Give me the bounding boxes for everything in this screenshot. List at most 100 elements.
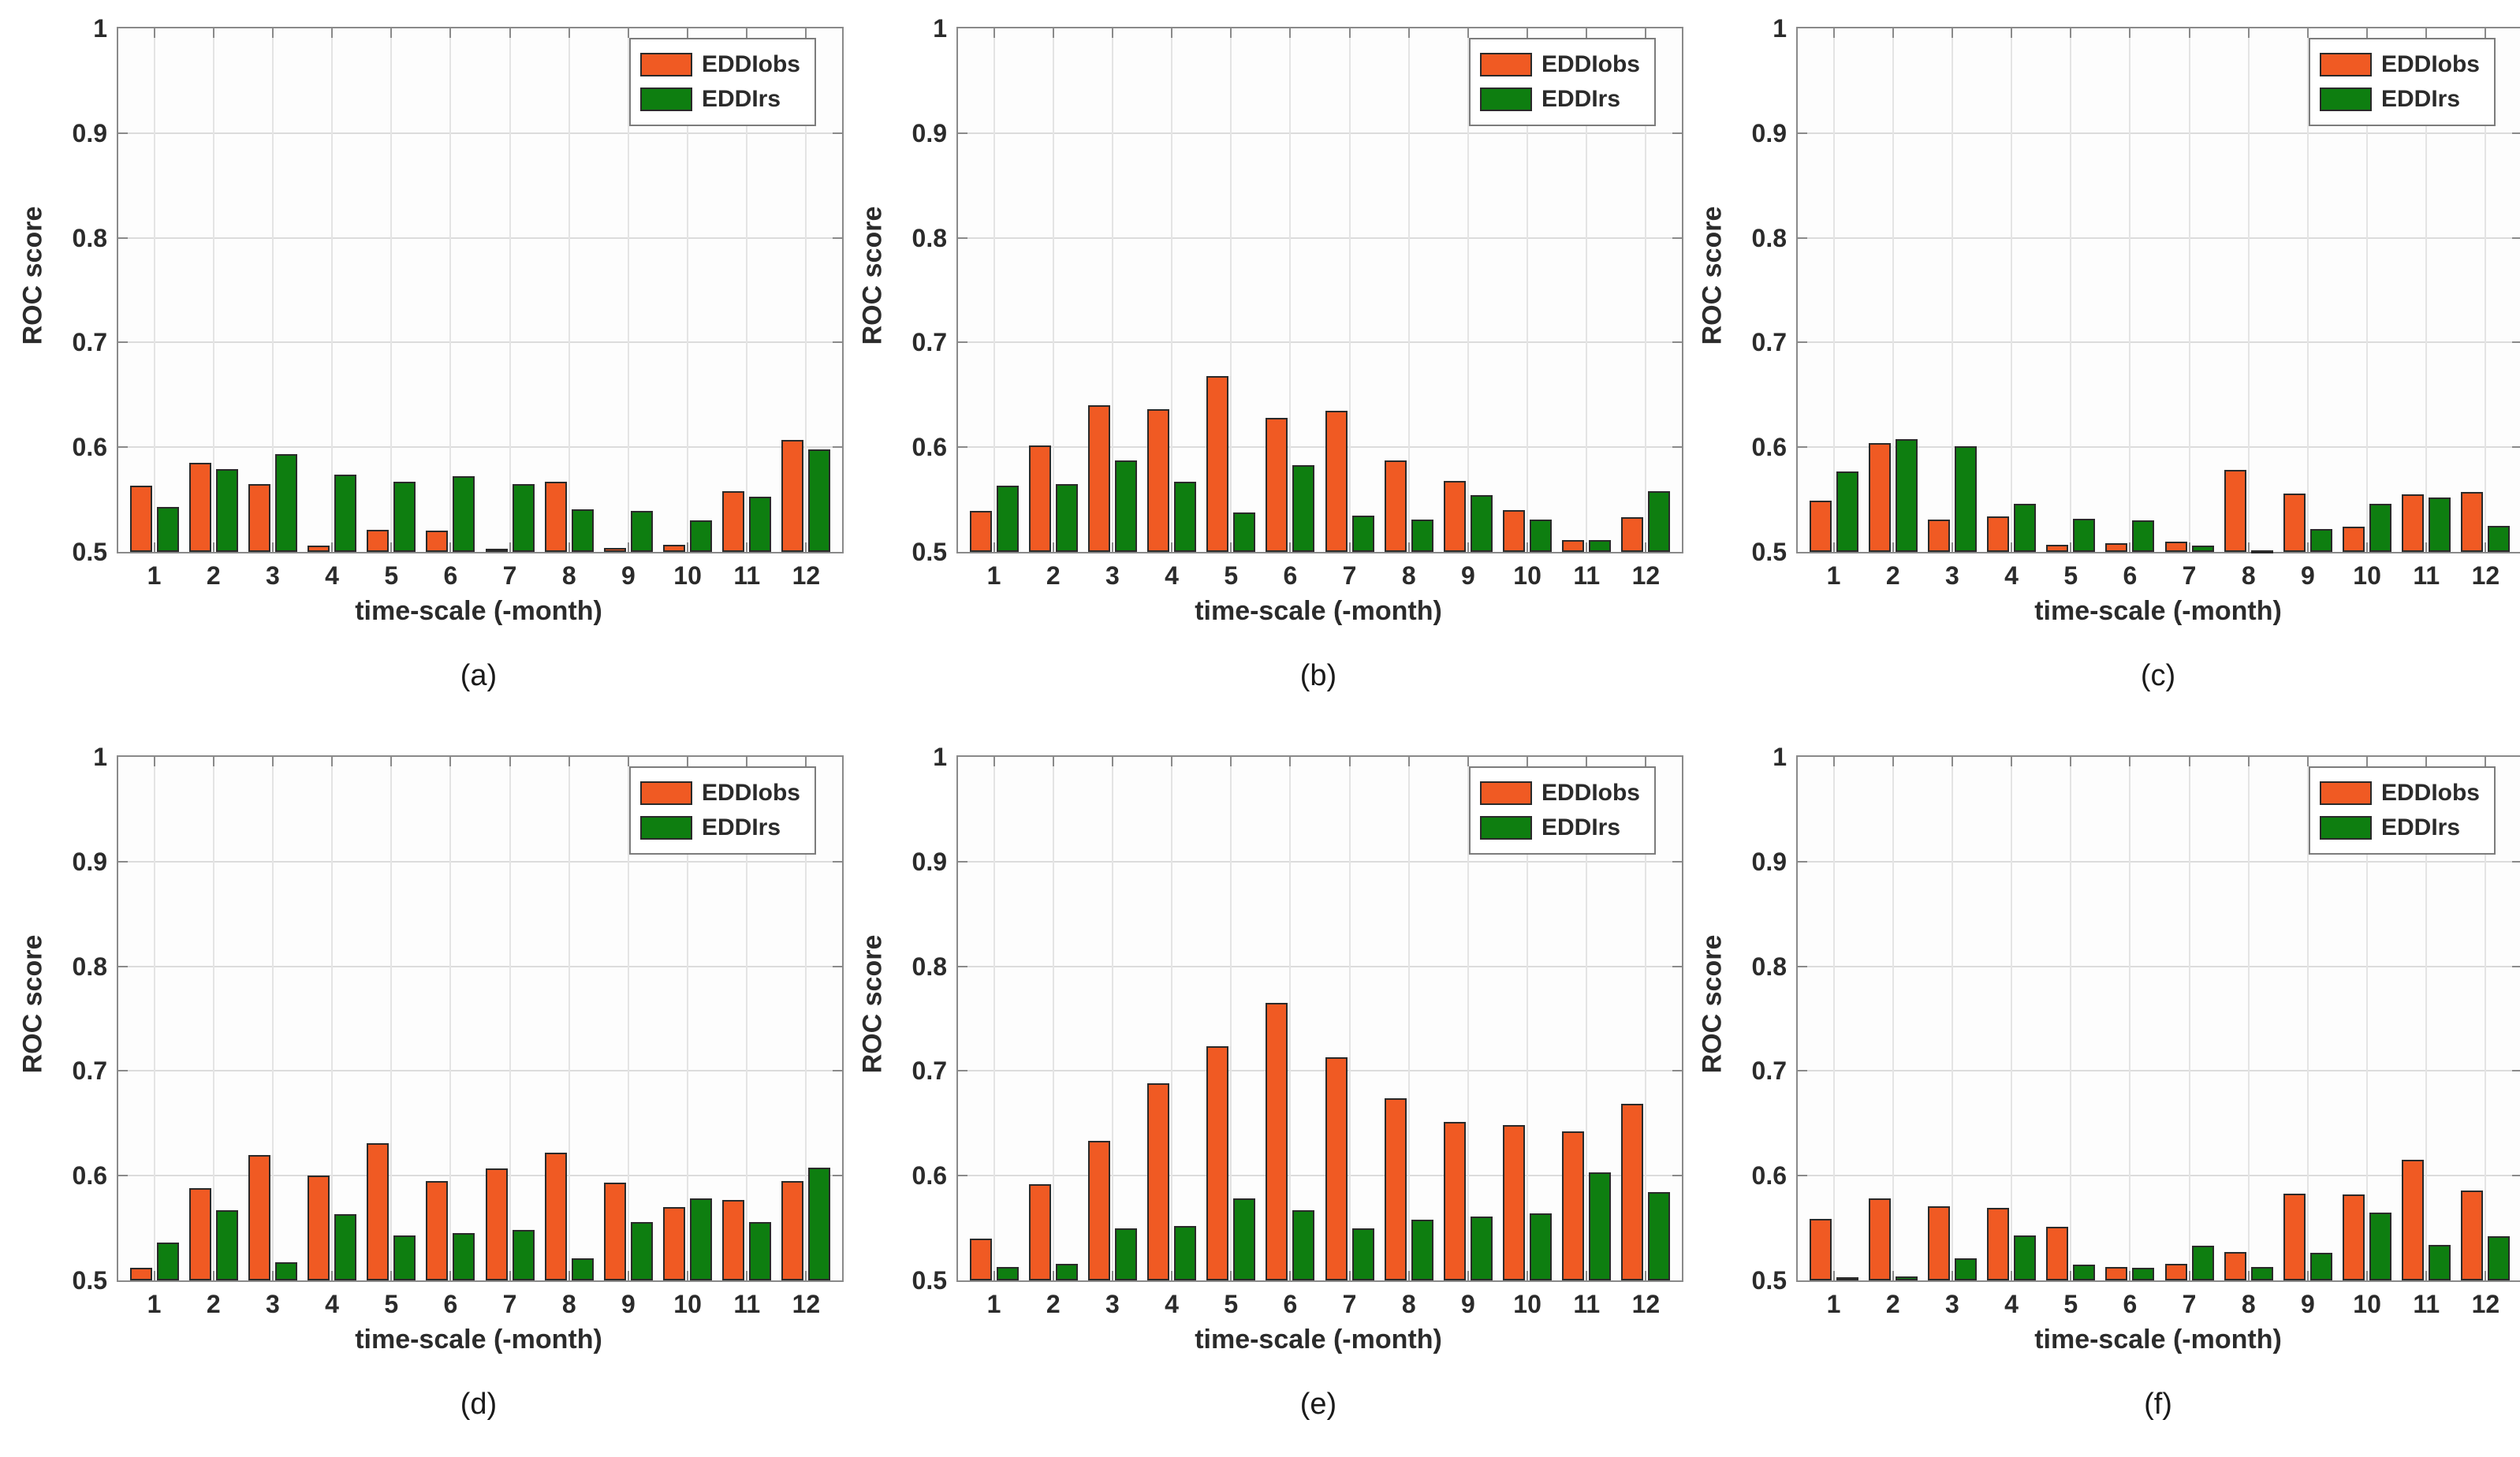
- bar-eddirs-month-5: [1233, 512, 1256, 552]
- x-tick-mark: [1052, 542, 1054, 552]
- x-tick-mark: [1230, 1271, 1232, 1280]
- bar-eddiobs-month-1: [1809, 1218, 1832, 1280]
- x-tick-label: 8: [1401, 1290, 1416, 1318]
- x-tick-label: 8: [2241, 1290, 2256, 1318]
- x-tick-mark: [1527, 1271, 1529, 1280]
- x-tick-label: 4: [325, 1290, 339, 1318]
- legend-swatch-eddiobs: [1479, 53, 1532, 76]
- bar-eddirs-month-3: [1954, 445, 1977, 552]
- gridline: [1467, 757, 1469, 1280]
- x-tick-label: 9: [1461, 1290, 1475, 1318]
- x-tick-mark: [1467, 757, 1469, 766]
- y-tick-label: 0.6: [1751, 433, 1787, 462]
- x-tick-mark: [1467, 28, 1469, 38]
- bar-eddiobs-month-7: [2164, 541, 2187, 552]
- gridline: [2247, 28, 2250, 552]
- y-axis-label: ROC score: [1697, 934, 1728, 1074]
- legend-label: EDDIobs: [1541, 780, 1640, 806]
- bar-eddiobs-month-2: [1028, 445, 1051, 552]
- bar-eddiobs-month-11: [722, 490, 745, 552]
- x-tick-mark: [2306, 1271, 2309, 1280]
- y-tick-mark: [2512, 132, 2520, 134]
- x-tick-label: 11: [733, 561, 761, 590]
- x-tick-mark: [2247, 28, 2250, 38]
- x-tick-mark: [2485, 542, 2487, 552]
- y-tick-mark: [833, 132, 842, 134]
- y-tick-mark: [1672, 446, 1682, 449]
- x-tick-mark: [1892, 28, 1894, 38]
- x-tick-mark: [1171, 28, 1173, 38]
- x-tick-mark: [212, 757, 214, 766]
- gridline: [212, 28, 214, 552]
- gridline: [1527, 757, 1529, 1280]
- legend-entry: EDDIrs: [1479, 82, 1640, 117]
- y-tick-label: 0.5: [1751, 538, 1787, 566]
- bar-eddirs-month-12: [2488, 1236, 2511, 1280]
- x-tick-mark: [1111, 28, 1113, 38]
- gridline: [390, 28, 393, 552]
- x-tick-mark: [1586, 542, 1588, 552]
- x-tick-mark: [271, 757, 274, 766]
- bar-eddiobs-month-11: [1562, 1131, 1585, 1280]
- gridline: [331, 757, 334, 1280]
- y-tick-mark: [958, 1070, 967, 1072]
- gridline: [2247, 757, 2250, 1280]
- x-tick-mark: [568, 1271, 570, 1280]
- x-tick-mark: [390, 28, 393, 38]
- x-axis-label: time-scale (-month): [2034, 1325, 2282, 1355]
- panel-c: ROC score 0.5 0.6 0.7 0.8 0.9 1 1 2 3 4 5 6 7 8 9 10 11 1…: [1679, 0, 2520, 728]
- bar-eddiobs-month-12: [1621, 1103, 1644, 1280]
- gridline: [390, 757, 393, 1280]
- gridline: [509, 757, 511, 1280]
- legend-entry: EDDIrs: [639, 810, 800, 845]
- x-tick-mark: [2011, 542, 2013, 552]
- bar-eddiobs-month-5: [367, 1143, 390, 1280]
- x-tick-mark: [1951, 757, 1953, 766]
- legend-swatch-eddiobs: [639, 781, 692, 805]
- gridline: [1171, 757, 1173, 1280]
- y-tick-label: 0.9: [911, 847, 947, 876]
- gridline: [1892, 28, 1894, 552]
- bar-eddiobs-month-12: [2461, 1190, 2484, 1280]
- x-tick-label: 7: [1342, 1290, 1357, 1318]
- bar-eddirs-month-4: [2014, 1235, 2037, 1280]
- gridline: [118, 341, 842, 344]
- x-tick-label: 9: [621, 1290, 636, 1318]
- panel-caption: (f): [2144, 1388, 2172, 1421]
- gridline: [271, 28, 274, 552]
- x-tick-mark: [1111, 542, 1113, 552]
- bar-eddirs-month-2: [215, 1210, 238, 1280]
- y-tick-label: 0.6: [72, 433, 107, 462]
- x-tick-mark: [2247, 757, 2250, 766]
- x-tick-mark: [1951, 542, 1953, 552]
- x-tick-label: 5: [2063, 1290, 2078, 1318]
- x-tick-mark: [1467, 542, 1469, 552]
- gridline: [993, 757, 995, 1280]
- bar-eddirs-month-5: [393, 482, 416, 552]
- y-tick-label: 0.9: [72, 118, 107, 147]
- x-tick-mark: [1645, 542, 1647, 552]
- bar-eddiobs-month-4: [308, 1176, 330, 1280]
- x-tick-mark: [509, 1271, 511, 1280]
- bar-eddirs-month-8: [2250, 1266, 2273, 1280]
- x-tick-label: 4: [1165, 561, 1179, 590]
- x-tick-mark: [1407, 757, 1410, 766]
- legend-label: EDDIrs: [2380, 814, 2461, 840]
- gridline: [2070, 757, 2072, 1280]
- x-tick-label: 6: [1283, 561, 1298, 590]
- x-tick-label: 7: [2182, 1290, 2197, 1318]
- y-tick-label: 0.6: [911, 433, 947, 462]
- bar-eddirs-month-12: [808, 449, 831, 552]
- legend: EDDIobs EDDIrs: [1468, 38, 1656, 126]
- y-tick-mark: [958, 341, 967, 344]
- x-tick-label: 4: [2004, 1290, 2019, 1318]
- x-tick-label: 9: [1461, 561, 1475, 590]
- x-tick-mark: [2425, 757, 2428, 766]
- legend-label: EDDIrs: [2380, 86, 2461, 112]
- legend-swatch-eddirs: [2319, 816, 2372, 840]
- legend-swatch-eddirs: [639, 816, 692, 840]
- y-tick-mark: [2512, 237, 2520, 239]
- y-tick-mark: [2512, 1175, 2520, 1177]
- gridline: [805, 757, 807, 1280]
- x-tick-mark: [2247, 542, 2250, 552]
